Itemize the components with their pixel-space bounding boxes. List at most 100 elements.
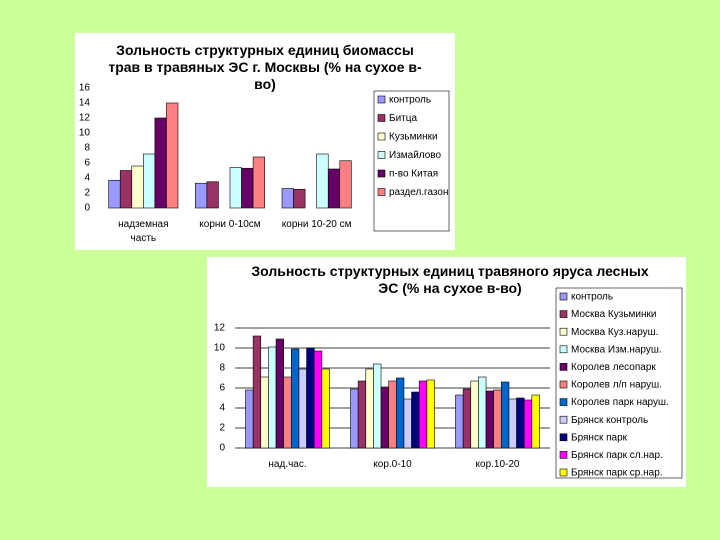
y-tick-label: 2 <box>84 188 90 199</box>
bar <box>380 386 389 449</box>
legend-label: Брянск контроль <box>571 415 648 426</box>
x-tick-label: корни 0-10см <box>199 219 261 230</box>
y-tick-label: 10 <box>214 343 226 354</box>
bar <box>206 181 219 209</box>
legend-label: Москва Изм.наруш. <box>571 344 662 355</box>
bar <box>493 389 502 449</box>
bar <box>260 376 269 449</box>
x-tick-label: корни 10-20 см <box>281 219 352 230</box>
legend-label: Москва Куз.наруш. <box>571 327 658 338</box>
legend-label: Брянск парк сл.нар. <box>571 450 663 461</box>
bar <box>478 376 487 449</box>
legend-swatch <box>377 95 386 104</box>
bar <box>470 380 479 449</box>
bar <box>508 398 517 449</box>
bar <box>462 388 472 449</box>
legend-label: Москва Кузьминки <box>571 309 656 320</box>
bar <box>388 380 397 449</box>
legend-label: контроль <box>389 95 431 106</box>
legend-box <box>373 90 450 232</box>
legend-label: Королев парк наруш. <box>571 397 669 408</box>
x-tick-label: надземная часть <box>118 219 169 244</box>
legend-swatch <box>559 292 568 301</box>
bar <box>268 346 277 449</box>
legend-swatch <box>559 468 568 477</box>
bar <box>316 153 329 209</box>
legend-label: раздел.газон <box>389 187 449 198</box>
legend-swatch <box>559 363 568 371</box>
x-tick-label: кор.0-10 <box>373 459 412 470</box>
x-tick-label: кор.10-20 <box>475 459 520 470</box>
y-tick-label: 12 <box>214 323 226 334</box>
y-tick-label: 10 <box>79 128 91 139</box>
y-tick-label: 12 <box>79 113 91 124</box>
bar <box>396 377 405 449</box>
bar <box>403 398 412 449</box>
y-tick-label: 8 <box>219 363 225 374</box>
legend-swatch <box>559 345 568 354</box>
bar <box>339 160 352 209</box>
bar <box>245 389 254 449</box>
legend-box <box>555 287 683 479</box>
y-tick-label: 2 <box>219 423 225 434</box>
bar <box>166 102 179 209</box>
legend-label: контроль <box>571 292 613 303</box>
legend-label: Королев лесопарк <box>571 362 656 373</box>
bar <box>455 394 464 449</box>
legend-label: Брянск парк <box>571 432 628 443</box>
bar <box>241 167 254 209</box>
chart-title: Зольность структурных единиц биомассы тр… <box>108 42 422 92</box>
bar <box>108 179 121 209</box>
bar <box>252 335 262 449</box>
bar <box>418 380 428 449</box>
bar <box>131 165 144 209</box>
y-tick-label: 14 <box>79 98 91 109</box>
y-tick-label: 0 <box>219 443 225 454</box>
legend-swatch <box>377 188 386 196</box>
legend-swatch <box>559 433 568 442</box>
bar <box>252 156 265 209</box>
legend-label: Брянск парк ср.нар. <box>571 468 663 479</box>
bar <box>357 380 367 449</box>
bar <box>283 376 292 449</box>
bar <box>298 368 307 449</box>
y-tick-label: 8 <box>84 143 90 154</box>
bar <box>411 391 420 449</box>
bar <box>154 117 167 209</box>
bar <box>501 381 510 449</box>
legend-swatch <box>377 151 386 159</box>
bar <box>531 394 540 449</box>
legend-swatch <box>559 451 568 459</box>
legend-label: п-во Китая <box>389 169 438 180</box>
chart-title: Зольность структурных единиц травяного я… <box>251 263 649 296</box>
bar <box>119 170 133 209</box>
bar <box>321 368 330 449</box>
bar <box>313 350 323 449</box>
y-tick-label: 0 <box>84 203 90 214</box>
bar <box>373 363 382 449</box>
legend-label: Королев л/п наруш. <box>571 380 662 391</box>
bar <box>350 388 359 449</box>
bar <box>523 399 533 449</box>
legend-swatch <box>559 380 568 389</box>
bar <box>516 397 525 449</box>
legend-swatch <box>377 132 386 141</box>
legend-swatch <box>559 310 568 318</box>
bar <box>143 153 156 209</box>
bar <box>281 188 294 209</box>
y-tick-label: 6 <box>84 158 90 169</box>
legend-swatch <box>559 398 568 406</box>
bar <box>293 188 306 209</box>
legend-label: Кузьминки <box>389 132 438 143</box>
bar <box>275 338 284 449</box>
legend-swatch <box>559 327 568 336</box>
bar <box>426 379 435 449</box>
bar <box>327 168 341 209</box>
bar <box>229 167 242 209</box>
x-tick-label: над.час. <box>268 459 307 470</box>
y-tick-label: 4 <box>219 403 225 414</box>
bar <box>365 368 374 449</box>
legend-swatch <box>377 169 386 178</box>
